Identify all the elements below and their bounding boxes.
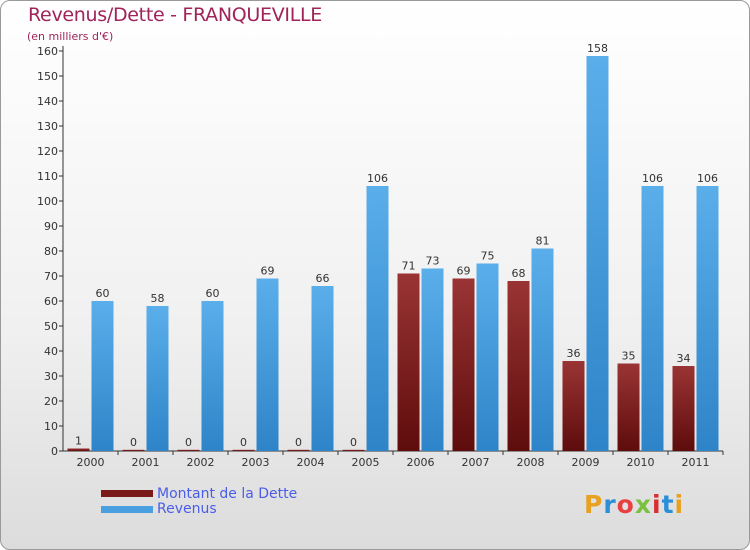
- bar-dette: [452, 278, 475, 451]
- value-label-dette: 69: [457, 265, 471, 278]
- bar-dette: [232, 449, 255, 451]
- x-tick-label: 2005: [352, 456, 380, 469]
- logo-letter: x: [634, 490, 652, 519]
- y-tick-label: 90: [44, 220, 58, 233]
- legend-swatch-revenus: [101, 506, 153, 513]
- value-label-revenus: 81: [536, 235, 550, 248]
- bar-revenus: [586, 56, 609, 451]
- y-tick-label: 100: [37, 195, 58, 208]
- value-label-revenus: 73: [426, 255, 440, 268]
- bar-revenus: [421, 268, 444, 451]
- bar-revenus: [531, 248, 554, 451]
- bar-revenus: [696, 186, 719, 451]
- bar-dette: [397, 273, 420, 451]
- bar-dette: [342, 449, 365, 451]
- value-label-dette: 71: [402, 260, 416, 273]
- value-label-revenus: 75: [481, 250, 495, 263]
- y-tick-label: 70: [44, 270, 58, 283]
- value-label-dette: 35: [622, 350, 636, 363]
- bar-revenus: [91, 301, 114, 451]
- value-label-dette: 68: [512, 267, 526, 280]
- y-tick-label: 120: [37, 145, 58, 158]
- value-label-revenus: 158: [587, 42, 608, 55]
- y-tick-label: 80: [44, 245, 58, 258]
- value-label-dette: 0: [240, 436, 247, 449]
- y-tick-label: 150: [37, 70, 58, 83]
- x-tick-label: 2010: [627, 456, 655, 469]
- x-tick-label: 2007: [462, 456, 490, 469]
- value-label-revenus: 60: [206, 287, 220, 300]
- chart-title: Revenus/Dette - FRANQUEVILLE: [28, 4, 323, 26]
- bar-dette: [617, 363, 640, 451]
- bar-revenus: [146, 306, 169, 451]
- value-label-revenus: 106: [367, 172, 388, 185]
- legend-label-dette: Montant de la Dette: [157, 486, 298, 502]
- bar-dette: [122, 449, 145, 451]
- y-tick-label: 160: [37, 45, 58, 58]
- x-tick-label: 2006: [407, 456, 435, 469]
- value-label-dette: 0: [295, 436, 302, 449]
- legend-swatch-dette: [101, 490, 153, 497]
- value-label-dette: 0: [130, 436, 137, 449]
- x-tick-label: 2002: [187, 456, 215, 469]
- y-tick-label: 40: [44, 345, 58, 358]
- value-label-revenus: 66: [316, 272, 330, 285]
- bar-dette: [507, 281, 530, 451]
- y-tick-label: 20: [44, 395, 58, 408]
- value-label-dette: 0: [350, 436, 357, 449]
- bar-revenus: [201, 301, 224, 451]
- bar-dette: [562, 361, 585, 451]
- value-label-dette: 34: [677, 352, 691, 365]
- bar-dette: [67, 448, 90, 451]
- x-tick-label: 2008: [517, 456, 545, 469]
- bar-dette: [287, 449, 310, 451]
- value-label-revenus: 60: [96, 287, 110, 300]
- chart-subtitle: (en milliers d'€): [27, 30, 114, 43]
- logo-letter: t: [661, 490, 675, 519]
- bar-revenus: [256, 278, 279, 451]
- y-tick-label: 50: [44, 320, 58, 333]
- x-tick-label: 2003: [242, 456, 270, 469]
- x-tick-label: 2000: [77, 456, 105, 469]
- logo-letter: r: [603, 490, 617, 519]
- y-tick-label: 0: [51, 445, 58, 458]
- value-label-revenus: 106: [642, 172, 663, 185]
- value-label-dette: 1: [75, 435, 82, 448]
- x-tick-label: 2011: [682, 456, 710, 469]
- logo-letter: i: [674, 490, 685, 519]
- legend-label-revenus: Revenus: [157, 501, 217, 517]
- value-label-revenus: 58: [151, 292, 165, 305]
- bar-revenus: [366, 186, 389, 451]
- value-label-dette: 0: [185, 436, 192, 449]
- y-tick-label: 60: [44, 295, 58, 308]
- y-tick-label: 30: [44, 370, 58, 383]
- proxiti-logo: Proxiti: [584, 490, 684, 519]
- x-tick-label: 2004: [297, 456, 325, 469]
- value-label-revenus: 106: [697, 172, 718, 185]
- x-tick-label: 2001: [132, 456, 160, 469]
- bar-dette: [177, 449, 200, 451]
- logo-letter: i: [652, 490, 662, 519]
- logo-letter: o: [616, 490, 635, 519]
- logo-letter: P: [584, 490, 604, 519]
- y-tick-label: 110: [37, 170, 58, 183]
- x-tick-label: 2009: [572, 456, 600, 469]
- value-label-revenus: 69: [261, 265, 275, 278]
- y-tick-label: 130: [37, 120, 58, 133]
- bar-dette: [672, 366, 695, 451]
- y-tick-label: 140: [37, 95, 58, 108]
- y-tick-label: 10: [44, 420, 58, 433]
- bar-revenus: [311, 286, 334, 451]
- value-label-dette: 36: [567, 347, 581, 360]
- bar-revenus: [476, 263, 499, 451]
- bar-revenus: [641, 186, 664, 451]
